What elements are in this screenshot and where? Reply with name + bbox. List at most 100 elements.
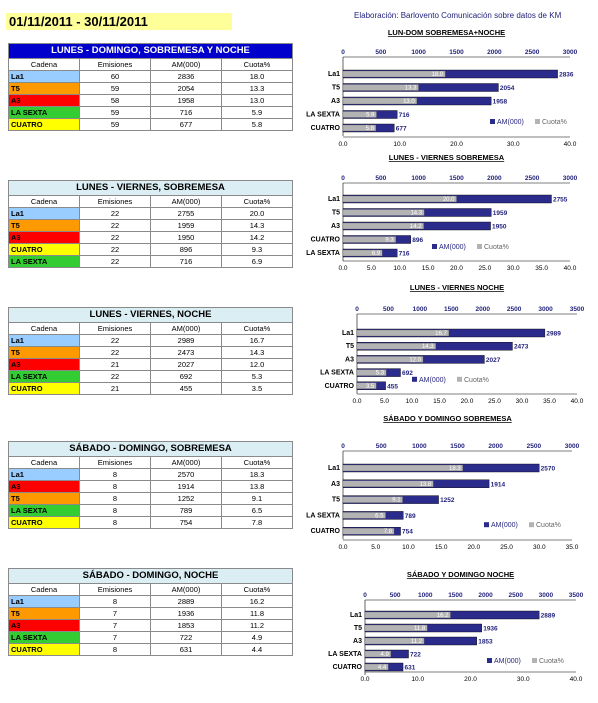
top-tick-label: 1500 xyxy=(448,592,463,599)
cuota-data-label: 14.3 xyxy=(410,211,422,217)
bottom-tick-label: 25.0 xyxy=(479,265,492,272)
table-row: CUATRO 22 896 9.3 xyxy=(8,243,293,256)
top-tick-label: 2500 xyxy=(507,306,522,313)
legend-label-cuota: Cuota% xyxy=(536,522,561,529)
table-row: LA SEXTA 22 716 6.9 xyxy=(8,255,293,268)
top-tick-label: 3000 xyxy=(563,175,578,182)
cell-cuota: 5.8 xyxy=(221,118,293,131)
table-row: CUATRO 21 455 3.5 xyxy=(8,382,293,395)
credit-note: Elaboración: Barlovento Comunicación sob… xyxy=(354,11,562,20)
cuota-data-label: 9.1 xyxy=(392,498,401,504)
cuota-data-label: 6.5 xyxy=(375,513,384,519)
cuota-bar xyxy=(356,369,387,376)
cell-cuota: 6.9 xyxy=(221,255,293,268)
table-row: LA SEXTA 22 692 5.3 xyxy=(8,370,293,383)
chart-title: SÁBADO Y DOMINGO SOBREMESA xyxy=(383,414,512,423)
cuota-data-label: 16.2 xyxy=(437,613,449,619)
col-header-cadena: Cadena xyxy=(8,583,80,596)
top-tick-label: 0 xyxy=(363,592,367,599)
bottom-tick-label: 20.0 xyxy=(461,398,474,405)
am-data-label: 789 xyxy=(405,513,416,520)
legend-label-am: AM(000) xyxy=(439,244,466,251)
legend-swatch-am xyxy=(412,376,417,382)
legend-swatch-cuota xyxy=(457,376,462,382)
bottom-tick-label: 0.0 xyxy=(352,398,361,405)
cuota-bar xyxy=(342,70,446,78)
bottom-tick-label: 15.0 xyxy=(435,544,448,551)
legend-swatch-am xyxy=(487,658,492,663)
table-row: T5 22 1959 14.3 xyxy=(8,219,293,232)
cell-cadena: CUATRO xyxy=(8,118,80,131)
cell-cadena: La1 xyxy=(8,70,80,83)
top-tick-label: 3500 xyxy=(570,306,585,313)
bottom-tick-label: 30.0 xyxy=(507,141,520,148)
category-label: A3 xyxy=(331,98,340,105)
cell-emisiones: 22 xyxy=(79,255,151,268)
bottom-tick-label: 20.0 xyxy=(450,265,463,272)
top-tick-label: 1000 xyxy=(411,49,426,56)
bottom-tick-label: 40.0 xyxy=(564,141,577,148)
col-header-am: AM(000) xyxy=(150,583,222,596)
category-label: T5 xyxy=(332,85,340,92)
cell-cuota: 7.8 xyxy=(221,516,293,529)
cuota-data-label: 18.3 xyxy=(449,466,461,472)
legend-label-am: AM(000) xyxy=(494,658,521,665)
col-header-cadena: Cadena xyxy=(8,195,80,208)
bottom-tick-label: 20.0 xyxy=(450,141,463,148)
category-label: T5 xyxy=(332,210,340,217)
am-data-label: 2889 xyxy=(541,613,556,620)
category-label: La1 xyxy=(328,71,340,78)
cuota-data-label: 20.0 xyxy=(443,197,455,203)
chart-title: SÁBADO Y DOMINGO NOCHE xyxy=(407,570,514,579)
category-label: A3 xyxy=(331,481,340,488)
col-header-cuota: Cuota% xyxy=(221,456,293,469)
col-header-cadena: Cadena xyxy=(8,456,80,469)
cuota-bar xyxy=(356,356,424,363)
am-data-label: 1853 xyxy=(478,639,493,646)
cuota-bar xyxy=(356,382,377,389)
col-header-cuota: Cuota% xyxy=(221,322,293,335)
bottom-tick-label: 0.0 xyxy=(338,265,347,272)
category-label: LA SEXTA xyxy=(320,370,354,377)
cuota-data-label: 16.7 xyxy=(435,331,447,337)
chart-title: LUN-DOM SOBREMESA+NOCHE xyxy=(388,28,505,37)
legend-label-cuota: Cuota% xyxy=(464,377,489,384)
cell-cadena: CUATRO xyxy=(8,382,80,395)
cell-cadena: A3 xyxy=(8,231,80,244)
col-header-cuota: Cuota% xyxy=(221,195,293,208)
top-tick-label: 3000 xyxy=(539,592,554,599)
bottom-tick-label: 10.0 xyxy=(406,398,419,405)
table-lun-vie-sobremesa: LUNES - VIERNES, SOBREMESA Cadena Emisio… xyxy=(8,180,293,268)
cuota-bar xyxy=(364,611,451,619)
top-tick-label: 1000 xyxy=(418,592,433,599)
category-label: CUATRO xyxy=(333,664,363,671)
table-row: LA SEXTA 59 716 5.9 xyxy=(8,106,293,119)
table-row: La1 22 2989 16.7 xyxy=(8,334,293,347)
category-label: La1 xyxy=(328,465,340,472)
top-tick-label: 2000 xyxy=(475,306,490,313)
cuota-bar xyxy=(342,480,434,487)
cuota-bar xyxy=(364,637,425,645)
cuota-bar xyxy=(364,663,389,671)
bottom-tick-label: 35.0 xyxy=(566,544,579,551)
legend-label-am: AM(000) xyxy=(491,522,518,529)
cuota-data-label: 4.4 xyxy=(378,665,387,671)
top-tick-label: 1500 xyxy=(444,306,459,313)
bottom-tick-label: 20.0 xyxy=(464,676,477,683)
date-range: 01/11/2011 - 30/11/2011 xyxy=(6,13,232,30)
am-data-label: 2755 xyxy=(553,197,568,204)
bottom-tick-label: 10.0 xyxy=(402,544,415,551)
cuota-data-label: 18.0 xyxy=(431,72,443,78)
bottom-tick-label: 40.0 xyxy=(564,265,577,272)
chart-title: LUNES - VIERNES SOBREMESA xyxy=(389,153,505,162)
cuota-bar xyxy=(342,124,377,132)
cuota-data-label: 6.9 xyxy=(372,251,381,257)
category-label: A3 xyxy=(345,356,354,363)
am-data-label: 716 xyxy=(399,251,410,258)
legend-swatch-cuota xyxy=(535,119,540,124)
top-tick-label: 3500 xyxy=(569,592,584,599)
category-label: A3 xyxy=(353,638,362,645)
top-tick-label: 2500 xyxy=(508,592,523,599)
top-tick-label: 500 xyxy=(376,443,387,450)
